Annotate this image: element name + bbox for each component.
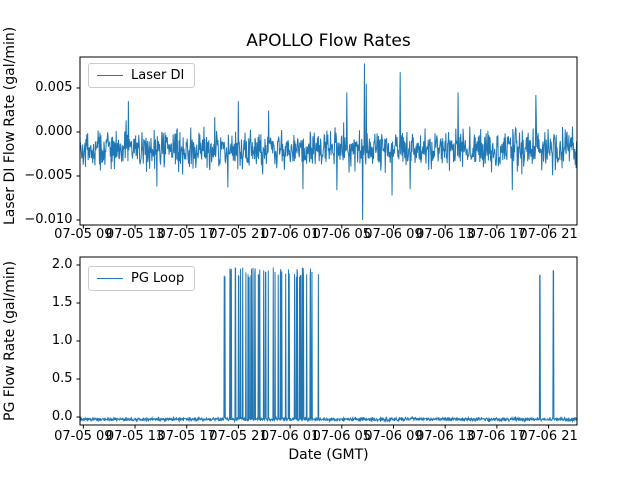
x-tick-label: 07-06 01	[260, 227, 320, 242]
x-tick-label: 07-06 05	[312, 227, 372, 242]
y-tick-label: 0.000	[35, 123, 73, 139]
y-tick-label: 0.5	[51, 371, 73, 386]
x-tick-label: 07-06 13	[415, 227, 475, 242]
x-tick-label: 07-06 01	[260, 429, 320, 444]
x-tick-label: 07-05 17	[157, 429, 216, 444]
legend-line-sample-icon	[97, 75, 123, 76]
y-tick-label: 2.0	[51, 256, 73, 272]
x-axis-label: Date (GMT)	[288, 447, 369, 463]
chart-title: APOLLO Flow Rates	[246, 31, 411, 51]
y-axis-label-laser-di: Laser DI Flow Rate (gal/min)	[2, 26, 18, 225]
series-line-pg_loop	[80, 267, 577, 424]
y-tick-label: 0.0	[51, 409, 73, 425]
x-tick-label: 07-05 21	[209, 429, 268, 444]
x-tick-label: 07-05 13	[105, 227, 165, 242]
x-tick-label: 07-06 09	[364, 227, 423, 242]
legend-label-pg-loop: PG Loop	[131, 271, 185, 286]
series-line-laser_di	[80, 63, 577, 220]
legend-label-laser-di: Laser DI	[131, 68, 185, 83]
x-tick-label: 07-05 17	[157, 227, 216, 242]
legend-pg-loop: PG Loop	[88, 266, 196, 291]
y-tick-label: 1.5	[51, 294, 73, 310]
y-tick-label: 1.0	[51, 333, 73, 348]
x-tick-label: 07-06 17	[467, 429, 527, 444]
y-tick-label: −0.005	[24, 167, 73, 183]
y-tick-label: 0.005	[35, 79, 73, 95]
x-tick-label: 07-05 13	[105, 429, 165, 444]
x-tick-label: 07-06 17	[467, 227, 527, 242]
x-tick-label: 07-06 21	[519, 429, 578, 444]
y-tick-label: −0.010	[24, 211, 73, 227]
x-tick-label: 07-06 21	[519, 227, 578, 242]
x-tick-label: 07-06 09	[364, 429, 423, 444]
x-tick-label: 07-06 05	[312, 429, 372, 444]
x-tick-label: 07-05 09	[54, 227, 113, 242]
x-tick-label: 07-05 09	[54, 429, 113, 444]
legend-line-sample-icon	[97, 278, 123, 279]
y-axis-label-pg-loop: PG Flow Rate (gal/min)	[2, 260, 18, 422]
x-tick-label: 07-06 13	[415, 429, 475, 444]
x-tick-label: 07-05 21	[209, 227, 268, 242]
legend-laser-di: Laser DI	[88, 63, 196, 88]
axes-frame-laser_di	[79, 56, 578, 226]
